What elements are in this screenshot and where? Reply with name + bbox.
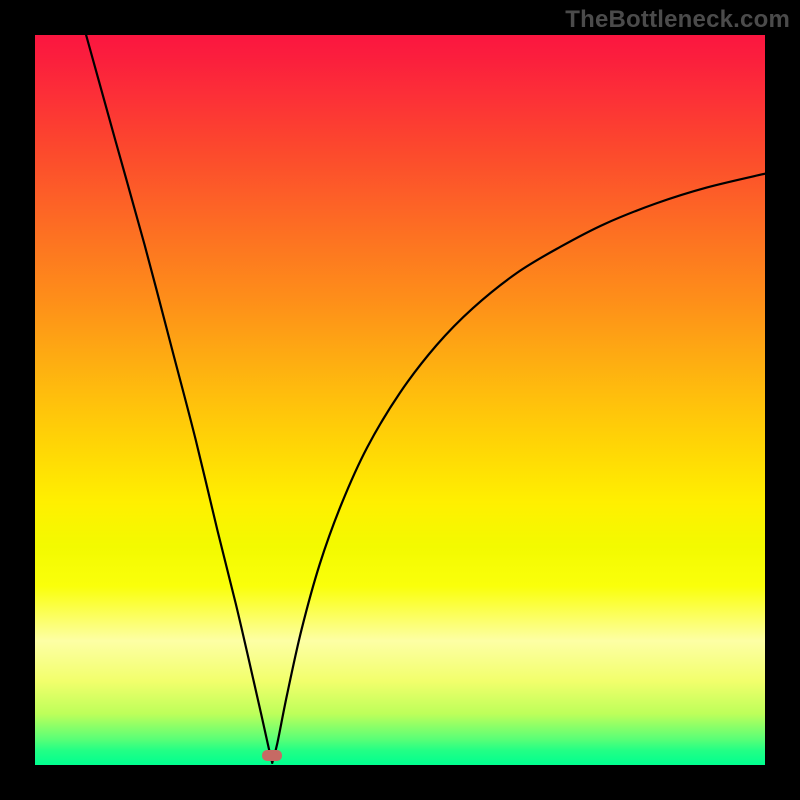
- curve-right-branch: [272, 174, 765, 763]
- optimum-marker: [262, 750, 282, 761]
- bottleneck-curve: [35, 35, 765, 765]
- curve-left-branch: [86, 35, 272, 763]
- chart-stage: TheBottleneck.com: [0, 0, 800, 800]
- plot-area: [35, 35, 765, 765]
- watermark-text: TheBottleneck.com: [565, 6, 790, 34]
